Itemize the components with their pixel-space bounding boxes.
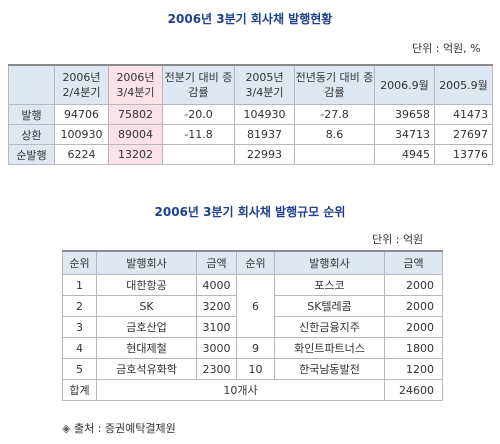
issuance-ranking-table: 순위 발행회사 금액 순위 발행회사 금액 1 대한항공 4000 6 포스코 … [62, 250, 443, 401]
table-cell: 6224 [54, 144, 109, 165]
company-cell: 포스코 [274, 274, 385, 296]
company-cell: 신한금융지주 [274, 316, 385, 338]
table-cell: 100930 [54, 124, 109, 145]
table-cell: 94706 [54, 104, 109, 125]
rank-cell: 5 [62, 358, 97, 380]
table-row: 5 금호석유화학 2300 10 한국남동발전 1200 [62, 358, 443, 380]
header-cell: 순위 [236, 250, 275, 275]
company-cell: SK [96, 295, 197, 317]
table-cell: 41473 [434, 104, 493, 125]
rank-cell: 9 [236, 337, 275, 359]
table-cell: 104930 [234, 104, 295, 125]
table-cell: 27697 [434, 124, 493, 145]
table-row: 상환 100930 89004 -11.8 81937 8.6 34713 27… [8, 124, 493, 145]
total-row: 합계 10개사 24600 [62, 379, 443, 401]
header-cell: 순위 [62, 250, 97, 275]
table-cell: -20.0 [162, 104, 235, 125]
header-cell: 금액 [384, 250, 443, 275]
table-cell [294, 144, 375, 165]
issuance-status-table: 2006년 2/4분기 2006년 3/4분기 전분기 대비 증감률 2005년… [8, 64, 493, 165]
total-label: 합계 [62, 379, 97, 401]
table-cell: 13776 [434, 144, 493, 165]
header-cell: 발행회사 [96, 250, 197, 275]
row-label: 상환 [8, 124, 55, 145]
table-header-row: 순위 발행회사 금액 순위 발행회사 금액 [62, 250, 443, 275]
header-cell: 2005.9월 [434, 64, 493, 105]
table-row: 발행 94706 75802 -20.0 104930 -27.8 39658 … [8, 104, 493, 125]
amount-cell: 2000 [384, 295, 443, 317]
rank-cell: 3 [62, 316, 97, 338]
header-cell: 전년동기 대비 증감률 [294, 64, 375, 105]
table-cell: 89004 [108, 124, 163, 145]
amount-cell: 1800 [384, 337, 443, 359]
table-cell: -27.8 [294, 104, 375, 125]
header-cell: 2005년 3/4분기 [234, 64, 295, 105]
row-label: 순발행 [8, 144, 55, 165]
total-count: 10개사 [96, 379, 385, 401]
company-cell: 현대제철 [96, 337, 197, 359]
total-amount: 24600 [384, 379, 443, 401]
company-cell: 화인트파트너스 [274, 337, 385, 359]
source-note: ◈ 출처 : 증권예탁결제원 [62, 420, 176, 436]
amount-cell: 3000 [196, 337, 237, 359]
rank-cell: 2 [62, 295, 97, 317]
table-row: 1 대한항공 4000 6 포스코 2000 [62, 274, 443, 338]
table2-title: 2006년 3분기 회사채 발행규모 순위 [154, 205, 346, 219]
table-cell: -11.8 [162, 124, 235, 145]
table-row: 4 현대제철 3000 9 화인트파트너스 1800 [62, 337, 443, 359]
header-cell: 2006.9월 [374, 64, 435, 105]
amount-cell: 2000 [384, 316, 443, 338]
amount-cell: 1200 [384, 358, 443, 380]
table1-title: 2006년 3분기 회사채 발행현황 [167, 12, 333, 26]
table-cell: 4945 [374, 144, 435, 165]
company-cell: 금호산업 [96, 316, 197, 338]
header-cell: 발행회사 [274, 250, 385, 275]
amount-cell: 3200 [196, 295, 237, 317]
source-text: 출처 : 증권예탁결제원 [73, 422, 176, 435]
table1-unit: 단위 : 억원, % [412, 42, 481, 55]
table2-unit: 단위 : 억원 [372, 233, 424, 246]
amount-cell: 4000 [196, 274, 237, 296]
amount-cell: 3100 [196, 316, 237, 338]
company-cell: 금호석유화학 [96, 358, 197, 380]
company-cell: 한국남동발전 [274, 358, 385, 380]
table-cell: 39658 [374, 104, 435, 125]
diamond-bullet-icon: ◈ [62, 422, 71, 435]
company-cell: SK텔레콤 [274, 295, 385, 317]
table-cell: 34713 [374, 124, 435, 145]
company-cell: 대한항공 [96, 274, 197, 296]
table-row: 순발행 6224 13202 22993 4945 13776 [8, 144, 493, 165]
header-cell: 2006년 3/4분기 [108, 64, 163, 105]
table-cell [162, 144, 235, 165]
row-label: 발행 [8, 104, 55, 125]
table-cell: 81937 [234, 124, 295, 145]
header-cell-empty [8, 64, 55, 105]
rank-cell: 1 [62, 274, 97, 296]
amount-cell: 2000 [384, 274, 443, 296]
rank-cell: 6 [236, 274, 275, 338]
table-header-row: 2006년 2/4분기 2006년 3/4분기 전분기 대비 증감률 2005년… [8, 64, 493, 105]
header-cell: 전분기 대비 증감률 [162, 64, 235, 105]
header-cell: 2006년 2/4분기 [54, 64, 109, 105]
table-cell: 22993 [234, 144, 295, 165]
header-cell: 금액 [196, 250, 237, 275]
amount-cell: 2300 [196, 358, 237, 380]
table-cell: 75802 [108, 104, 163, 125]
rank-cell: 4 [62, 337, 97, 359]
table-cell: 13202 [108, 144, 163, 165]
table-cell: 8.6 [294, 124, 375, 145]
rank-cell: 10 [236, 358, 275, 380]
